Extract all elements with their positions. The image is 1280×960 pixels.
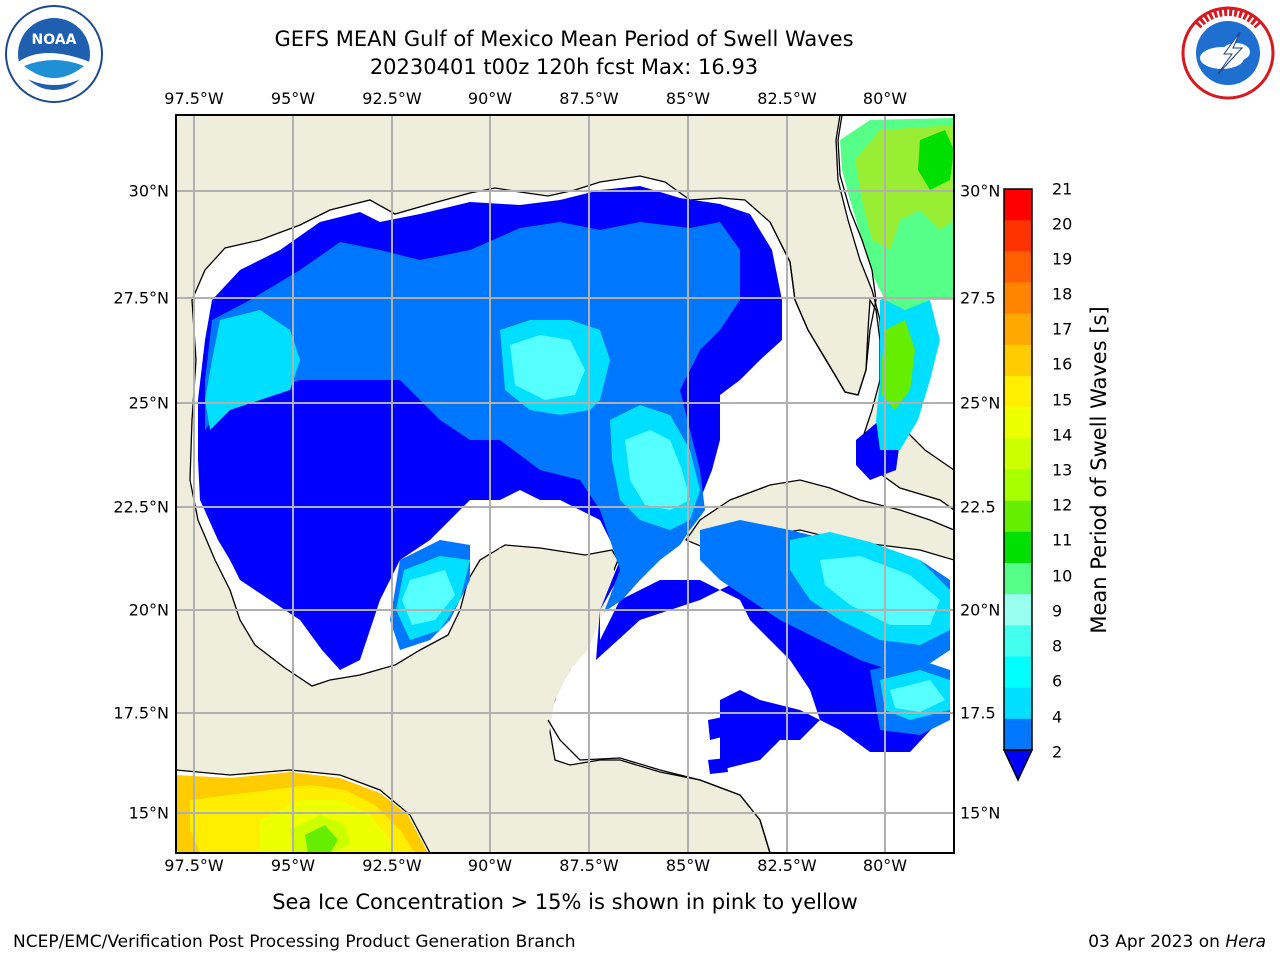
lat-tick-left: 20°N <box>128 600 169 620</box>
lon-tick-top: 90°W <box>467 89 513 108</box>
colorbar-extend-arrow <box>1002 749 1034 782</box>
sea-ice-note: Sea Ice Concentration > 15% is shown in … <box>272 890 858 914</box>
colorbar-tick: 15 <box>1052 390 1073 410</box>
colorbar-tick: 17 <box>1052 319 1073 339</box>
chart-subtitle: 20230401 t00z 120h fcst Max: 16.93 <box>369 55 759 79</box>
colorbar-tick: 12 <box>1052 495 1073 515</box>
graticule <box>176 115 954 853</box>
colorbar-cell <box>1004 220 1032 252</box>
colorbar-cell <box>1004 594 1032 626</box>
lon-tick-top: 95°W <box>270 89 316 108</box>
swell-field-9-12s <box>840 118 954 410</box>
colorbar-cell <box>1004 344 1032 377</box>
colorbar-cell <box>1004 313 1032 346</box>
colorbar-label: Mean Period of Swell Waves [s] <box>1087 306 1111 634</box>
colorbar-cell <box>1004 656 1032 689</box>
lon-tick-bottom: 82.5°W <box>757 856 817 875</box>
lat-tick-right: 30°N <box>960 181 1001 201</box>
colorbar-tick: 19 <box>1052 249 1073 269</box>
central-america-coast <box>547 719 771 853</box>
colorbar-tick: 8 <box>1052 636 1063 656</box>
lon-tick-bottom: 95°W <box>270 856 316 875</box>
colorbar-tick: 2 <box>1052 742 1063 762</box>
colorbar-cell <box>1004 376 1032 408</box>
lat-tick-right: 20°N <box>960 600 1001 620</box>
lat-tick-right: 27.5 <box>960 288 996 308</box>
lon-tick-top: 85°W <box>665 89 711 108</box>
lat-tick-left: 30°N <box>128 181 169 201</box>
colorbar-tick: 14 <box>1052 425 1073 445</box>
lat-tick-left: 17.5°N <box>113 703 169 723</box>
lon-tick-top: 92.5°W <box>362 89 422 108</box>
lon-tick-bottom: 85°W <box>665 856 711 875</box>
colorbar-cell <box>1004 438 1032 471</box>
swell-field-8-9s <box>402 335 945 712</box>
lat-tick-left: 27.5°N <box>113 288 169 308</box>
colorbar-frame <box>1003 188 1033 751</box>
lat-tick-left: 22.5°N <box>113 497 169 517</box>
colorbar-tick: 10 <box>1052 566 1073 586</box>
colorbar-tick: 21 <box>1052 179 1073 199</box>
chart-title: GEFS MEAN Gulf of Mexico Mean Period of … <box>274 27 854 51</box>
colorbar-tick: 11 <box>1052 530 1073 550</box>
lon-tick-top: 97.5°W <box>164 89 224 108</box>
colorbar-tick: 18 <box>1052 284 1073 304</box>
map-frame <box>175 114 955 854</box>
colorbar-cell <box>1004 251 1032 284</box>
yucatan-land <box>440 548 615 760</box>
colorbar-cell <box>1004 189 1032 221</box>
lat-tick-left: 15°N <box>128 803 169 823</box>
lat-tick-right: 15°N <box>960 803 1001 823</box>
colorbar-cell <box>1004 282 1032 315</box>
colorbar-cell <box>1004 687 1032 720</box>
lat-tick-right: 17.5 <box>960 703 996 723</box>
florida-coast <box>769 115 877 396</box>
colorbar-tick: 6 <box>1052 671 1063 691</box>
colorbar-cell <box>1004 407 1032 439</box>
lon-tick-bottom: 97.5°W <box>164 856 224 875</box>
colorbar-cell <box>1004 500 1032 533</box>
colorbar <box>1002 188 1034 782</box>
nws-logo <box>1181 6 1275 100</box>
noaa-logo: NOAA <box>5 5 103 103</box>
lon-tick-top: 87.5°W <box>559 89 619 108</box>
lat-tick-left: 25°N <box>128 393 169 413</box>
host-name: Hera <box>1225 932 1266 952</box>
colorbar-tick: 20 <box>1052 214 1073 234</box>
colorbar-tick: 4 <box>1052 707 1063 727</box>
lon-tick-bottom: 80°W <box>862 856 908 875</box>
lon-tick-top: 80°W <box>862 89 908 108</box>
lat-tick-right: 25°N <box>960 393 1001 413</box>
colorbar-cell <box>1004 718 1032 751</box>
noaa-logo-text: NOAA <box>32 32 77 48</box>
credit-text: NCEP/EMC/Verification Post Processing Pr… <box>13 932 576 952</box>
colorbar-cell <box>1004 531 1032 564</box>
lon-tick-bottom: 90°W <box>467 856 513 875</box>
date-text: 03 Apr 2023 on <box>1088 932 1220 952</box>
date-stamp: 03 Apr 2023 on Hera <box>1088 932 1266 952</box>
colorbar-cell <box>1004 563 1032 595</box>
colorbar-cell <box>1004 469 1032 502</box>
lon-tick-bottom: 92.5°W <box>362 856 422 875</box>
lat-tick-right: 22.5 <box>960 497 996 517</box>
lon-tick-bottom: 87.5°W <box>559 856 619 875</box>
colorbar-cell <box>1004 625 1032 658</box>
lon-tick-top: 82.5°W <box>757 89 817 108</box>
colorbar-tick: 16 <box>1052 354 1073 374</box>
colorbar-tick: 9 <box>1052 601 1063 621</box>
colorbar-tick: 13 <box>1052 460 1073 480</box>
